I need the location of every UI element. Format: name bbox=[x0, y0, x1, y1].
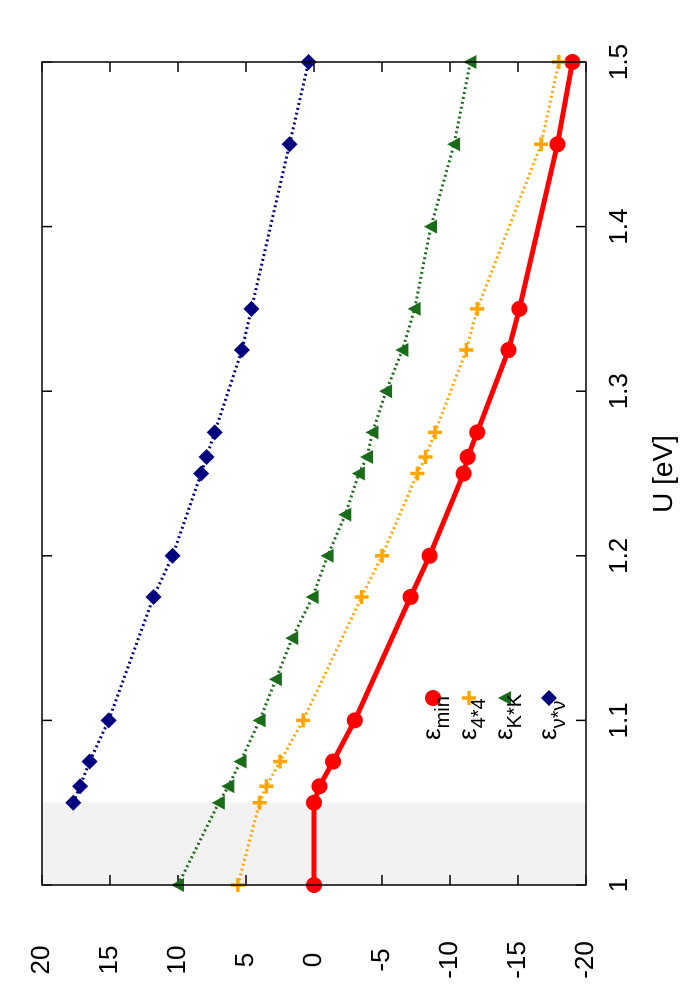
point bbox=[252, 713, 266, 728]
point bbox=[395, 343, 409, 358]
legend-label: ε4*4 bbox=[452, 698, 490, 740]
point bbox=[296, 713, 311, 728]
point bbox=[379, 384, 393, 399]
point bbox=[206, 424, 223, 441]
legend-label: εν*ν bbox=[532, 701, 570, 740]
point bbox=[273, 754, 287, 769]
point bbox=[447, 137, 461, 152]
point bbox=[469, 424, 486, 441]
point bbox=[72, 778, 89, 795]
point bbox=[221, 779, 235, 794]
point bbox=[418, 450, 433, 465]
point bbox=[402, 588, 419, 605]
point bbox=[243, 300, 260, 317]
point bbox=[233, 342, 250, 359]
point bbox=[351, 466, 365, 481]
y-tick-label: -10 bbox=[433, 941, 463, 979]
point bbox=[281, 136, 298, 153]
y-tick-label: -20 bbox=[569, 941, 599, 979]
point bbox=[407, 301, 421, 316]
point bbox=[549, 136, 566, 153]
x-tick-label: 1.3 bbox=[603, 373, 633, 409]
point bbox=[81, 753, 98, 770]
series-line bbox=[176, 62, 472, 885]
series-line bbox=[71, 62, 311, 804]
point bbox=[285, 631, 299, 646]
x-tick-label: 1.4 bbox=[603, 209, 633, 245]
point bbox=[268, 672, 282, 687]
point bbox=[534, 137, 549, 152]
point bbox=[360, 450, 374, 465]
legend-marker bbox=[541, 690, 557, 706]
y-tick-label: -15 bbox=[501, 941, 531, 979]
point bbox=[252, 795, 267, 810]
x-tick-label: 1.5 bbox=[603, 44, 633, 80]
x-tick-label: 1.2 bbox=[603, 538, 633, 574]
point bbox=[421, 547, 438, 564]
point bbox=[354, 589, 369, 604]
point bbox=[511, 300, 528, 317]
point bbox=[233, 754, 247, 769]
point bbox=[325, 753, 342, 770]
y-tick-label: 0 bbox=[297, 953, 327, 967]
point bbox=[259, 779, 274, 794]
legend-marker bbox=[498, 691, 511, 705]
point bbox=[428, 425, 443, 440]
point bbox=[500, 342, 517, 359]
y-tick-label: -5 bbox=[365, 948, 395, 971]
point bbox=[410, 466, 425, 481]
point bbox=[164, 547, 181, 564]
series-line bbox=[236, 62, 561, 885]
point bbox=[306, 794, 322, 811]
point bbox=[320, 548, 334, 563]
point bbox=[338, 507, 352, 522]
point bbox=[470, 301, 485, 316]
legend-label: εK*K bbox=[488, 693, 526, 740]
y-tick-label: 20 bbox=[25, 946, 55, 975]
y-tick-label: 5 bbox=[229, 953, 259, 967]
legend-marker bbox=[462, 691, 476, 705]
point bbox=[375, 548, 389, 563]
legend-label: εmin bbox=[416, 696, 454, 740]
point bbox=[193, 465, 210, 482]
point bbox=[365, 425, 379, 440]
point bbox=[100, 712, 117, 729]
point bbox=[423, 219, 437, 234]
point bbox=[459, 449, 476, 466]
plot-frame bbox=[41, 61, 587, 886]
y-tick-label: 15 bbox=[93, 946, 123, 975]
x-tick-label: 1.1 bbox=[603, 702, 633, 738]
point bbox=[305, 589, 319, 604]
point bbox=[145, 588, 162, 605]
x-tick-label: 1 bbox=[603, 878, 633, 892]
point bbox=[459, 343, 474, 358]
point bbox=[346, 712, 363, 729]
point bbox=[311, 778, 328, 795]
point bbox=[211, 795, 225, 810]
x-axis-label: U [eV] bbox=[647, 435, 678, 513]
y-tick-label: 10 bbox=[161, 946, 191, 975]
point bbox=[198, 449, 215, 466]
legend-marker bbox=[425, 690, 441, 706]
point bbox=[65, 794, 82, 811]
point bbox=[455, 465, 472, 482]
